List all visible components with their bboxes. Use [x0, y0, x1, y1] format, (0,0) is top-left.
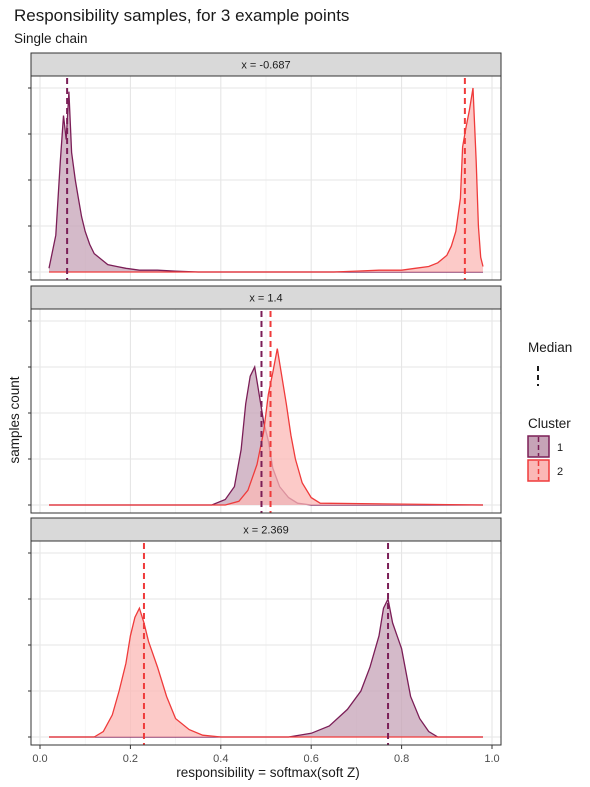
density-area-cluster-1	[49, 599, 483, 737]
facet-panel: x = 1.4	[28, 285, 502, 514]
panel-border	[30, 308, 502, 514]
x-tick-label: 0.8	[394, 753, 409, 765]
legend-median-title: Median	[528, 340, 572, 355]
x-tick-label: 0.6	[304, 753, 319, 765]
facet-strip-label: x = 2.369	[243, 525, 289, 537]
legend-cluster-title: Cluster	[528, 416, 571, 431]
facet-panel: x = -0.687	[28, 52, 502, 281]
x-axis: 0.0 0.2 0.4 0.6 0.8 1.0	[32, 745, 500, 765]
density-area-cluster-2	[49, 348, 483, 505]
facet-panel: x = 2.369	[28, 517, 502, 746]
legend-label-cluster-1: 1	[557, 442, 563, 454]
density-area-cluster-1	[49, 91, 483, 272]
facet-panels: x = -0.687 x = 1.4 x = 2.369	[28, 52, 502, 746]
x-tick-label: 0.4	[213, 753, 228, 765]
legend: Median Cluster 1 2	[527, 340, 572, 482]
x-tick-label: 0.0	[32, 753, 47, 765]
x-axis-label: responsibility = softmax(soft Z)	[176, 765, 359, 780]
x-tick-label: 0.2	[123, 753, 138, 765]
panel-border	[30, 540, 502, 746]
density-line-cluster-1	[48, 91, 483, 273]
facet-strip-label: x = -0.687	[241, 60, 290, 72]
density-area-cluster-2	[49, 608, 483, 737]
facet-strip-label: x = 1.4	[249, 293, 282, 305]
legend-label-cluster-2: 2	[557, 466, 563, 478]
panel-border	[30, 75, 502, 281]
chart-title: Responsibility samples, for 3 example po…	[14, 6, 350, 25]
x-tick-label: 1.0	[484, 753, 499, 765]
density-line-cluster-2	[49, 87, 484, 273]
y-axis-label: samples count	[7, 376, 22, 463]
chart-subtitle: Single chain	[14, 31, 88, 46]
density-line-cluster-2	[49, 606, 483, 738]
density-line-cluster-2	[49, 348, 484, 506]
